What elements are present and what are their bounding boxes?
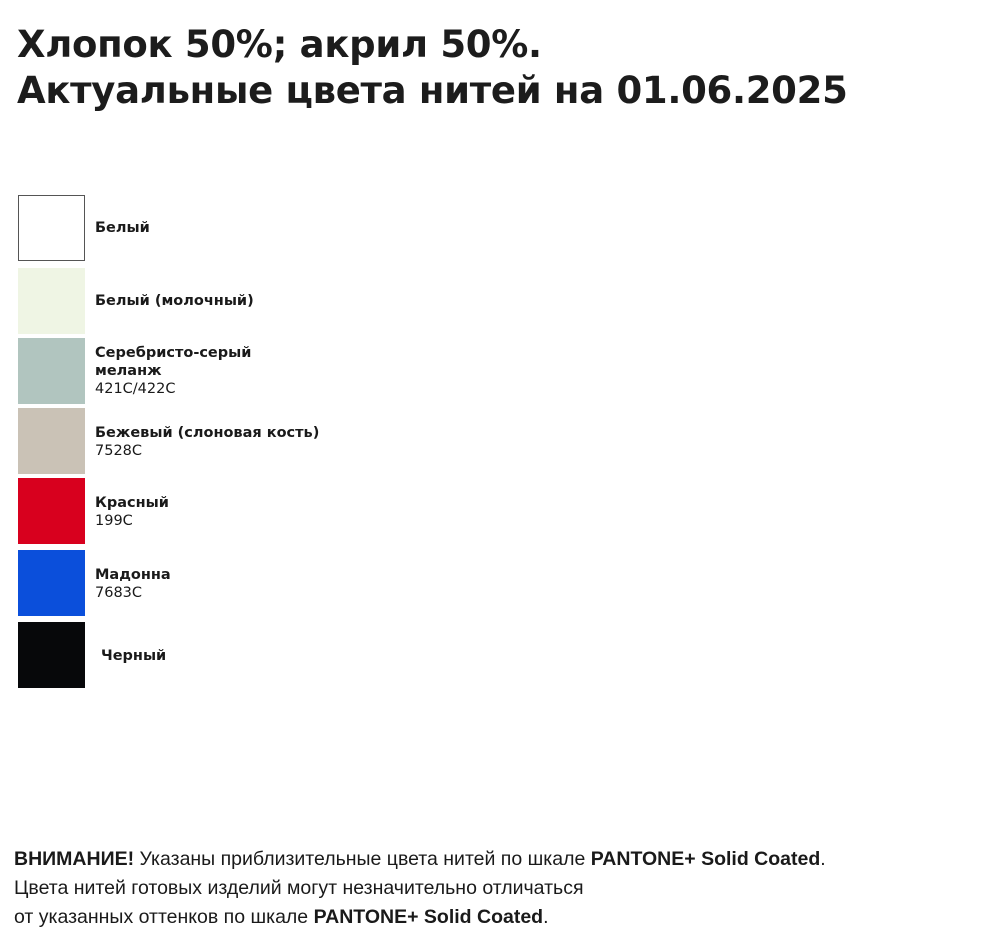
color-swatch: [18, 478, 85, 544]
color-swatch: [18, 622, 85, 688]
color-name: Серебристо-серый меланж: [95, 345, 252, 379]
color-name: Бежевый (слоновая кость): [95, 425, 320, 441]
page-title: Хлопок 50%; акрил 50%. Актуальные цвета …: [17, 22, 848, 114]
pantone-label: PANTONE+ Solid Coated: [313, 906, 544, 928]
title-line-1: Хлопок 50%; акрил 50%.: [17, 23, 542, 66]
pantone-label: PANTONE+ Solid Coated: [590, 848, 821, 870]
pantone-code: 421C/422C: [95, 381, 176, 397]
note-line-2: Цвета нитей готовых изделий могут незнач…: [14, 877, 584, 899]
color-name: Красный: [95, 495, 169, 511]
color-name: Белый (молочный): [95, 293, 254, 309]
color-name: Черный: [101, 648, 167, 664]
color-label: Белый: [95, 219, 150, 237]
note-text: Указаны приблизительные цвета нитей по ш…: [134, 848, 591, 870]
color-swatch: [18, 550, 85, 616]
period: .: [543, 906, 549, 928]
pantone-code: 199C: [95, 513, 133, 529]
pantone-code: 7528C: [95, 443, 143, 459]
color-swatch: [18, 268, 85, 334]
title-line-2: Актуальные цвета нитей на 01.06.2025: [17, 69, 848, 112]
color-label: Черный: [101, 647, 166, 665]
color-label: Бежевый (слоновая кость) 7528C: [95, 424, 319, 460]
period: .: [820, 848, 826, 870]
color-label: Красный 199C: [95, 494, 169, 530]
color-label: Белый (молочный): [95, 292, 254, 310]
pantone-code: 7683C: [95, 585, 143, 601]
color-name: Белый: [95, 220, 150, 236]
color-swatch: [18, 408, 85, 474]
color-label: Серебристо-серый меланж 421C/422C: [95, 344, 265, 398]
color-swatch: [18, 338, 85, 404]
note-line-3: от указанных оттенков по шкале: [14, 906, 314, 928]
attention-label: ВНИМАНИЕ!: [14, 848, 135, 870]
color-label: Мадонна 7683C: [95, 566, 171, 602]
footer-note: ВНИМАНИЕ! Указаны приблизительные цвета …: [14, 845, 826, 932]
color-name: Мадонна: [95, 567, 171, 583]
color-swatch: [18, 195, 85, 261]
